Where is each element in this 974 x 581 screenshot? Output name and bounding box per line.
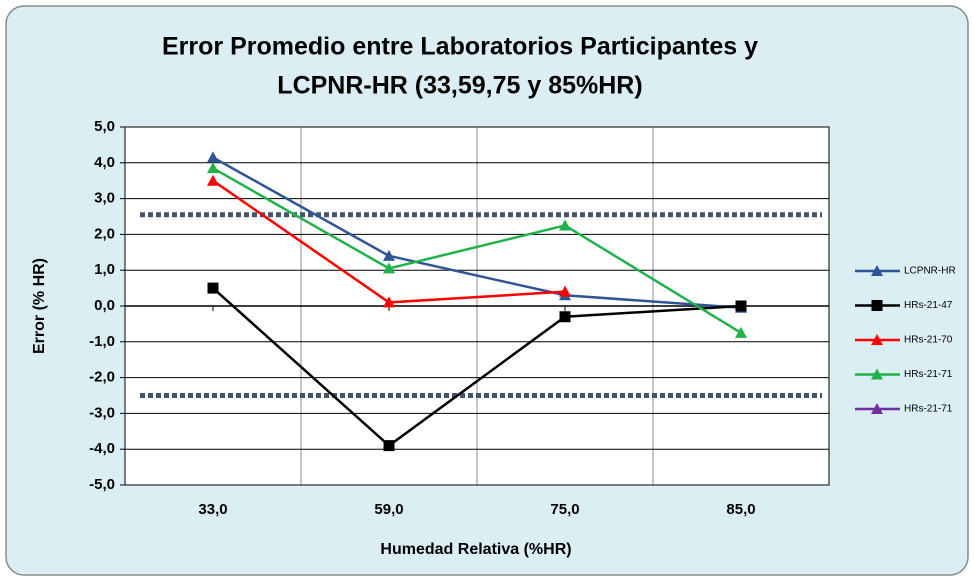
point-marker [207, 282, 219, 294]
x-tick-label: 59,0 [374, 501, 403, 518]
y-tick-label: 2,0 [94, 225, 115, 242]
y-tick-label: 3,0 [94, 190, 115, 207]
point-marker [735, 326, 747, 338]
y-tick-label: -5,0 [89, 476, 115, 493]
point-marker [207, 162, 219, 174]
x-tick-label: 85,0 [726, 501, 755, 518]
point-marker [559, 285, 571, 297]
y-tick-label: 5,0 [94, 118, 115, 135]
series-line [212, 167, 742, 334]
y-tick-label: 1,0 [94, 261, 115, 278]
legend-label: LCPNR-HR [904, 266, 956, 277]
point-marker [871, 368, 883, 380]
legend-label: HRs-21-70 [904, 335, 953, 346]
point-marker [383, 262, 395, 274]
chart-title: Error Promedio entre Laboratorios Partic… [162, 33, 758, 61]
point-marker [871, 403, 883, 414]
point-marker [871, 334, 883, 345]
x-tick-label: 75,0 [550, 501, 579, 518]
point-marker [383, 440, 395, 452]
y-tick-label: 0,0 [94, 297, 115, 314]
series-line [212, 156, 742, 310]
y-tick-label: -3,0 [89, 404, 115, 421]
y-tick-label: -4,0 [89, 440, 115, 457]
point-marker [871, 300, 883, 311]
chart-title: LCPNR-HR (33,59,75 y 85%HR) [277, 72, 642, 100]
legend-label: HRs-21-71 [904, 369, 953, 380]
legend-label: HRs-21-71 [904, 404, 953, 415]
y-tick-label: -1,0 [89, 333, 115, 350]
x-tick-label: 33,0 [198, 501, 227, 518]
point-marker [383, 296, 395, 308]
x-axis-label: Humedad Relativa (%HR) [380, 541, 571, 558]
series-line [212, 287, 742, 448]
point-marker [207, 174, 219, 186]
y-tick-label: -2,0 [89, 369, 115, 386]
legend-label: HRs-21-47 [904, 300, 953, 311]
point-marker [559, 311, 571, 323]
point-marker [871, 265, 883, 276]
y-axis-label: Error (% HR) [31, 258, 48, 354]
point-marker [559, 219, 571, 231]
point-marker [735, 300, 747, 312]
point-marker [383, 249, 395, 261]
y-tick-label: 4,0 [94, 154, 115, 171]
point-marker [207, 151, 219, 163]
